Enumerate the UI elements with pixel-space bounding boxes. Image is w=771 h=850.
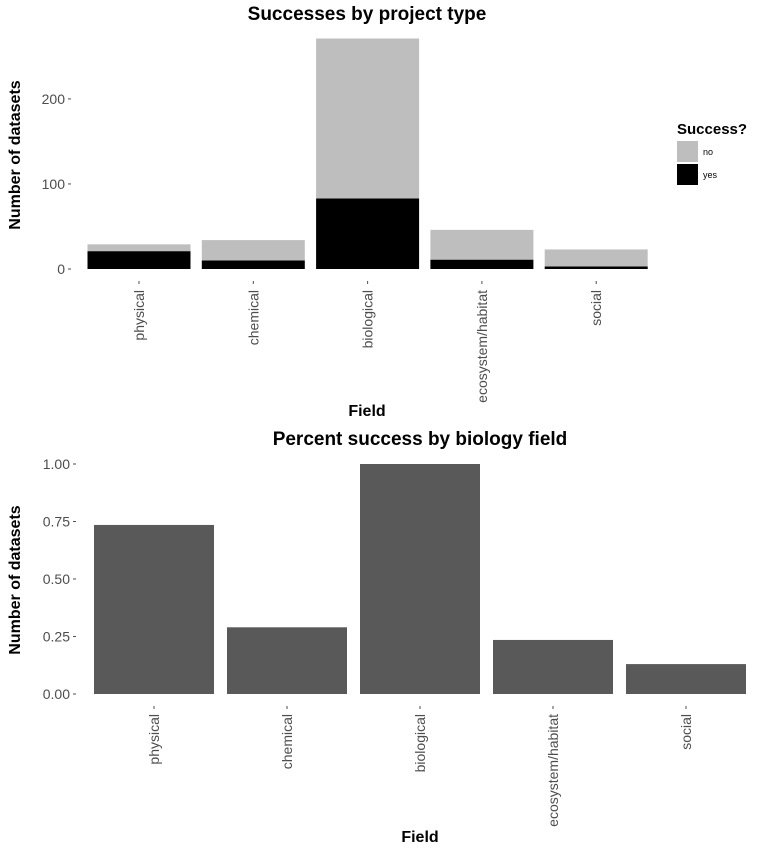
bar-yes-social	[544, 266, 648, 269]
legend-label-yes: yes	[703, 170, 718, 180]
x-tick-label: chemical	[279, 714, 295, 769]
y-tick-label: 0	[57, 261, 65, 277]
x-tick-label: social	[678, 714, 694, 750]
bar-no-biological	[316, 38, 420, 199]
legend: Success? no yes	[677, 121, 747, 185]
y-tick-label: 0.75	[43, 514, 70, 530]
x-axis-title: Field	[348, 403, 385, 420]
bar-no-social	[544, 249, 648, 267]
chart-title: Successes by project type	[248, 4, 487, 25]
chart-title: Percent success by biology field	[273, 429, 568, 450]
x-axis: physical chemical biological ecosystem/habi…	[131, 281, 604, 403]
x-axis-title: Field	[401, 829, 438, 846]
y-tick-label: 0.25	[43, 629, 70, 645]
x-tick-label: social	[588, 290, 604, 326]
legend-label-no: no	[703, 147, 713, 157]
x-tick-label: biological	[360, 290, 376, 348]
x-tick-label: ecosystem/habitat	[474, 290, 490, 403]
x-tick-label: chemical	[245, 290, 261, 345]
x-tick-label: biological	[412, 714, 428, 772]
bar-yes-physical	[87, 251, 191, 269]
x-axis: physical chemical biological ecosystem/habi…	[146, 706, 694, 827]
x-tick-label: physical	[146, 714, 162, 765]
bar-yes-ecosystem-habitat	[430, 259, 534, 269]
bar-biological	[360, 464, 480, 694]
bar-yes-biological	[316, 198, 420, 269]
bar-chart: Percent success by biology field 0.00 0.2…	[7, 429, 746, 846]
bar-physical	[94, 524, 214, 694]
y-tick-label: 0.50	[43, 571, 70, 587]
y-axis: 0.00 0.25 0.50 0.75 1.00	[43, 456, 76, 702]
x-tick-label: ecosystem/habitat	[545, 714, 561, 827]
y-axis-title: Number of datasets	[7, 505, 24, 654]
bar-ecosystem-habitat	[493, 639, 613, 694]
y-axis: 0 100 200	[42, 91, 71, 277]
y-tick-label: 0.00	[43, 686, 70, 702]
legend-title: Success?	[677, 121, 747, 138]
legend-key-no	[677, 141, 698, 162]
bars	[87, 38, 648, 269]
legend-key-yes	[677, 164, 698, 185]
bar-social	[626, 664, 746, 694]
bar-chemical	[227, 627, 347, 694]
bar-no-chemical	[201, 240, 305, 261]
stacked-bar-chart: Successes by project type 0 100 200 physic…	[7, 4, 747, 420]
y-tick-label: 200	[42, 91, 66, 107]
y-tick-label: 100	[42, 176, 66, 192]
y-axis-title: Number of datasets	[7, 80, 24, 229]
x-tick-label: physical	[131, 290, 147, 341]
bar-no-physical	[87, 244, 191, 252]
bars	[94, 464, 746, 694]
bar-yes-chemical	[201, 260, 305, 269]
bar-no-ecosystem-habitat	[430, 229, 534, 260]
y-tick-label: 1.00	[43, 456, 70, 472]
